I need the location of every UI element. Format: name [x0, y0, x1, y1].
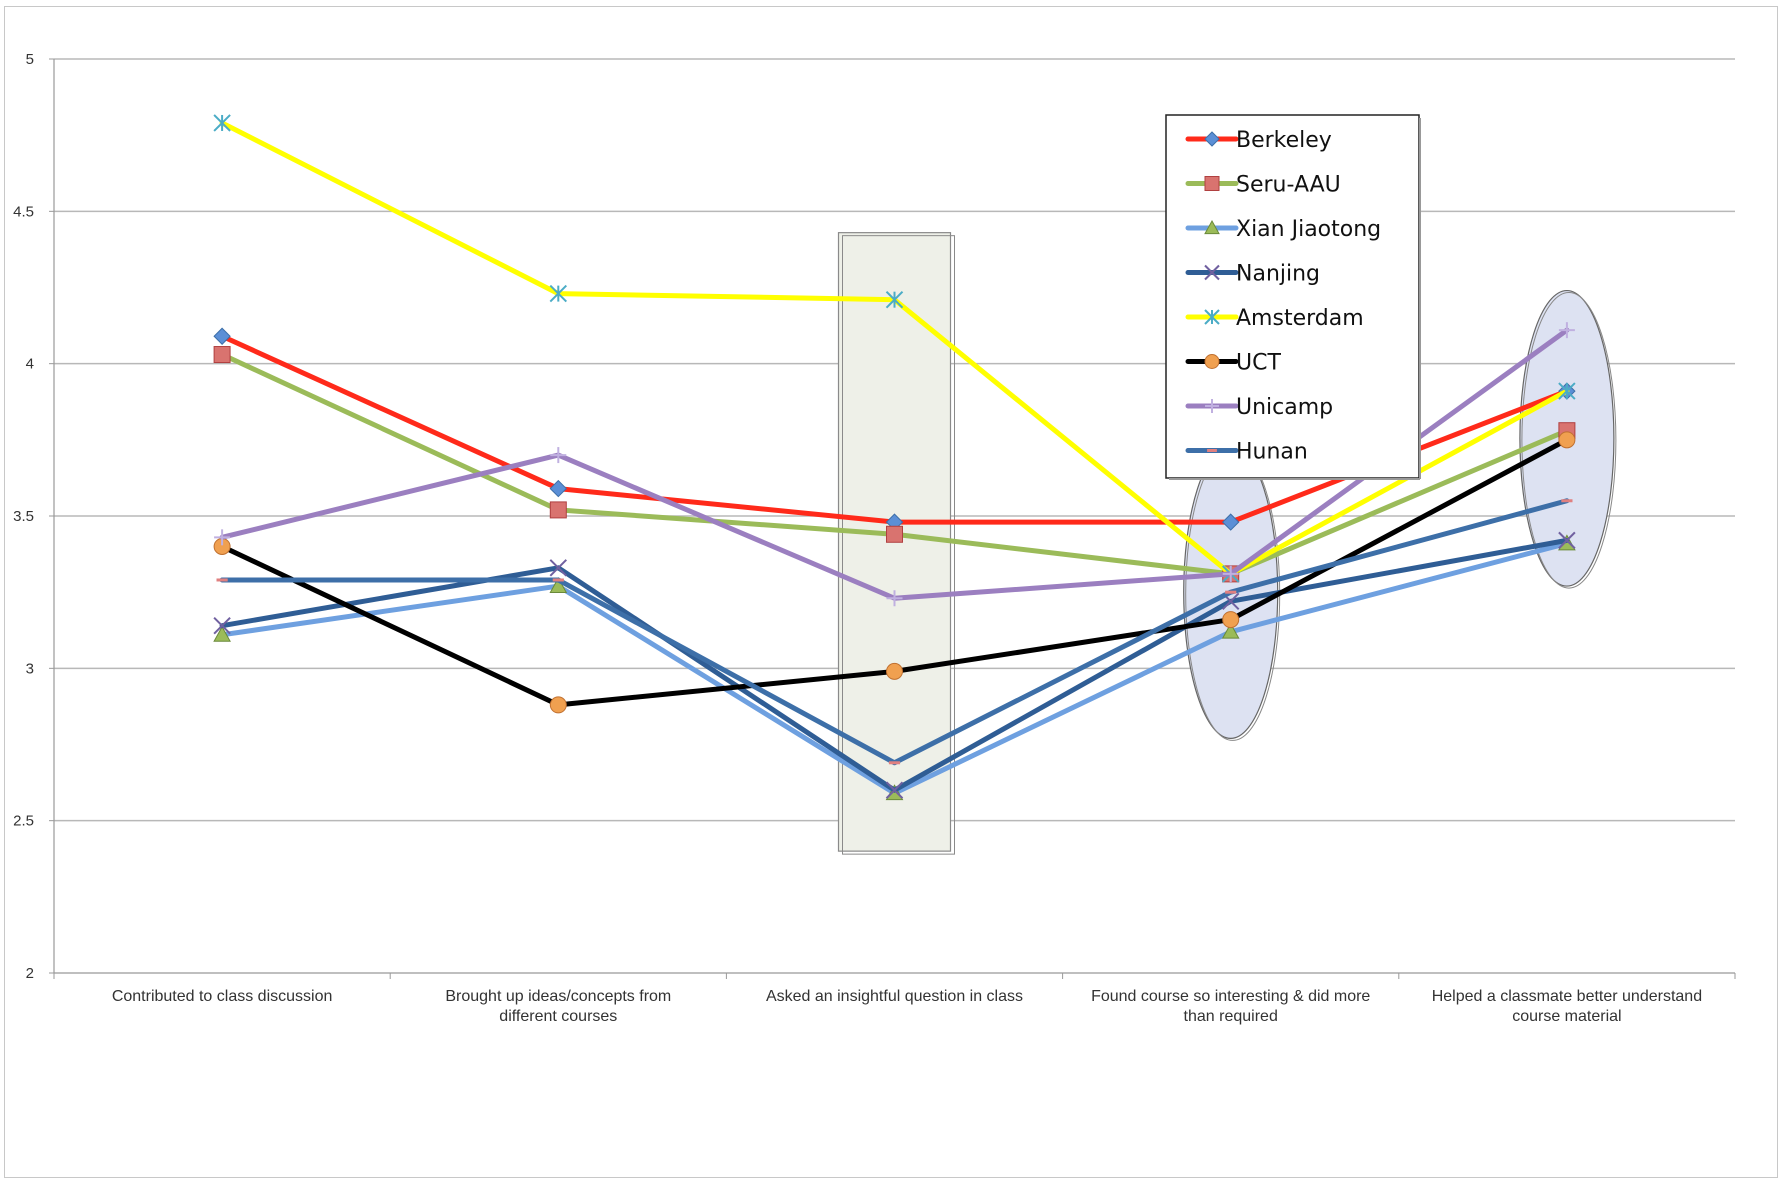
data-point	[886, 525, 903, 543]
marker-plus	[1205, 399, 1219, 413]
x-category-label: Asked an insightful question in class	[766, 988, 1023, 1005]
data-point	[213, 616, 231, 635]
y-tick-label: 5	[26, 51, 34, 68]
series-unicamp	[214, 322, 1575, 607]
marker-x-stroke	[1204, 264, 1220, 281]
axes: 2 2.5 3 3.5 4 4.5 5 Contributed to class discus…	[13, 51, 1736, 1025]
y-tick-label: 4	[26, 356, 34, 373]
x-category-label-line: than required	[1184, 1008, 1278, 1025]
marker-triangle	[1204, 219, 1220, 235]
data-point	[549, 577, 568, 593]
x-category-label-line: Asked an insightful question in class	[766, 988, 1023, 1005]
legend-item: Unicamp	[1185, 395, 1333, 420]
y-tick-label: 3	[26, 660, 34, 677]
data-point	[549, 696, 567, 714]
data-point	[213, 114, 231, 132]
data-point	[549, 501, 567, 519]
legend-label: Amsterdam	[1236, 306, 1364, 331]
legend-label: Seru-AAU	[1236, 173, 1341, 198]
x-category-label-line: course material	[1512, 1008, 1621, 1025]
legend-item: Nanjing	[1185, 262, 1320, 287]
x-category-label-line: Brought up ideas/concepts from	[445, 988, 671, 1005]
chart-frame: 2 2.5 3 3.5 4 4.5 5 Contributed to class discus…	[4, 6, 1778, 1178]
y-tick-label: 4.5	[13, 203, 34, 220]
marker-x	[1204, 264, 1220, 281]
highlight-rectangle-outline	[842, 235, 955, 855]
legend-label: Hunan	[1236, 440, 1308, 465]
data-point	[885, 781, 904, 799]
x-category-label: Helped a classmate better understand cour…	[1432, 988, 1702, 1025]
legend-item: Amsterdam	[1185, 306, 1364, 331]
data-point	[1222, 565, 1239, 582]
marker-circle	[1204, 354, 1220, 369]
highlight-rectangle	[837, 232, 952, 852]
data-point	[885, 290, 904, 309]
legend-label: Nanjing	[1236, 262, 1320, 287]
data-point	[549, 284, 568, 303]
legend-box	[1165, 114, 1420, 479]
x-category-label: Found course so interesting & did more th…	[1091, 988, 1370, 1025]
legend-item: Berkeley	[1185, 128, 1332, 153]
data-point	[550, 447, 567, 464]
data-point	[1558, 382, 1576, 400]
y-tick-label: 2.5	[13, 813, 34, 830]
y-tick-label: 3.5	[13, 508, 34, 525]
data-point	[1222, 611, 1240, 629]
marker-diamond	[1204, 131, 1220, 147]
data-point	[213, 346, 231, 364]
data-point	[1558, 322, 1575, 339]
data-point	[1221, 622, 1240, 639]
x-category-label-line: Helped a classmate better understand	[1432, 988, 1702, 1005]
marker-x-stroke	[1221, 592, 1240, 611]
x-category-label: Contributed to class discussion	[112, 988, 333, 1005]
data-point	[549, 479, 568, 498]
legend: Berkeley Seru-AAU Xian Jiaotong Nanjing Amst…	[1165, 114, 1421, 480]
y-tick-label: 2	[26, 965, 34, 982]
legend-label: UCT	[1236, 351, 1281, 376]
legend-item: UCT	[1185, 351, 1281, 376]
highlight-annotations	[837, 232, 1617, 855]
data-point	[549, 559, 568, 577]
data-point	[213, 625, 231, 642]
legend-label: Unicamp	[1236, 395, 1333, 420]
legend-item: Seru-AAU	[1185, 173, 1341, 198]
series-nanjing	[213, 531, 1576, 799]
legend-label: Berkeley	[1236, 128, 1332, 153]
legend-item: Xian Jiaotong	[1185, 217, 1381, 242]
data-point	[886, 590, 903, 607]
x-category-label-line: different courses	[499, 1008, 617, 1025]
series-hunan	[216, 498, 1573, 766]
data-point	[1221, 513, 1240, 531]
data-point	[1558, 431, 1576, 449]
marker-star	[1204, 309, 1220, 325]
marker-x-stroke	[213, 616, 231, 635]
data-point	[1558, 531, 1576, 550]
data-point	[886, 662, 903, 680]
line-chart: 2 2.5 3 3.5 4 4.5 5 Contributed to class discus…	[13, 51, 1736, 1025]
data-point	[213, 327, 231, 345]
x-category-label: Brought up ideas/concepts from different …	[445, 988, 671, 1025]
marker-square	[1204, 176, 1220, 191]
legend-item: Hunan	[1185, 440, 1308, 465]
data-point	[214, 529, 231, 546]
highlight-ellipse-outline	[1521, 292, 1617, 589]
marker-x-stroke	[1558, 531, 1576, 550]
x-category-label-line: Contributed to class discussion	[112, 988, 333, 1005]
marker-x-stroke	[885, 781, 904, 799]
legend-label: Xian Jiaotong	[1236, 217, 1381, 242]
series-lines	[213, 114, 1576, 801]
x-category-label-line: Found course so interesting & did more	[1091, 988, 1370, 1005]
marker-x-stroke	[549, 559, 568, 577]
